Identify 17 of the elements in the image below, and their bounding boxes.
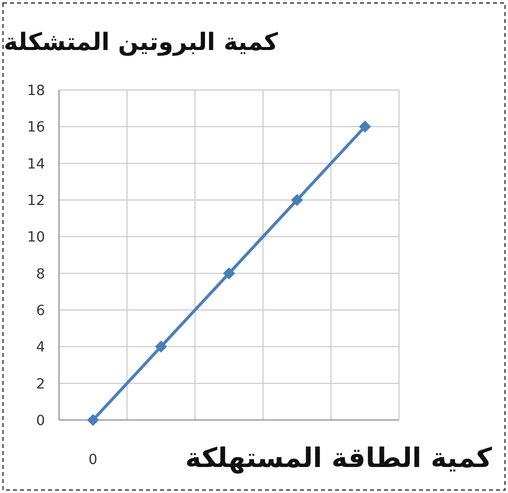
y-tick-label: 8 (36, 266, 45, 282)
y-tick-label: 2 (36, 376, 45, 392)
y-tick-label: 14 (27, 156, 46, 172)
point (155, 340, 167, 353)
y-tick-label: 18 (27, 83, 45, 99)
point (359, 120, 371, 133)
y-tick-label: 12 (27, 193, 45, 209)
point (223, 267, 235, 280)
chart-title: كمية البروتين المتشكلة (4, 28, 278, 56)
point (87, 414, 99, 426)
y-tick-label: 6 (36, 303, 46, 319)
y-tick-label: 16 (27, 120, 46, 136)
y-tick-label: 4 (36, 340, 46, 356)
y-tick-label: 10 (27, 230, 45, 246)
y-tick-label: 0 (36, 413, 45, 429)
point (291, 194, 303, 206)
x-axis-title: كمية الطاقة المستهلكة (185, 443, 492, 474)
